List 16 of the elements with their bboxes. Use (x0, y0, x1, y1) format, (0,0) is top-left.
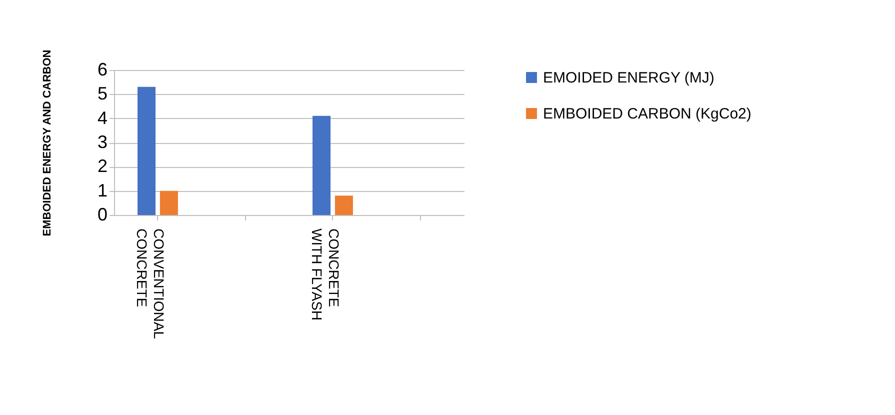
y-tick-label: 0 (97, 204, 108, 224)
legend-label: EMBOIDED CARBON (KgCo2) (543, 106, 752, 122)
y-tick-label: 4 (97, 108, 108, 128)
y-tick-label: 5 (97, 84, 108, 104)
y-tick-label: 6 (97, 60, 108, 80)
x-tick-label: CONVENTIONAL CONCRETE (134, 228, 167, 340)
y-tick-label: 3 (97, 132, 108, 152)
bar (312, 116, 331, 215)
x-tick-label: CONCRETE WITH FLYASH (308, 228, 342, 321)
bar (138, 86, 156, 215)
y-tick-label: 2 (97, 156, 108, 176)
legend-label: EMOIDED ENERGY (MJ) (543, 70, 714, 86)
bar (160, 190, 178, 215)
y-axis-title: EMBOIDED ENERGY AND CARBON (41, 50, 54, 236)
y-tick-label: 1 (97, 180, 108, 200)
bar (334, 196, 353, 215)
